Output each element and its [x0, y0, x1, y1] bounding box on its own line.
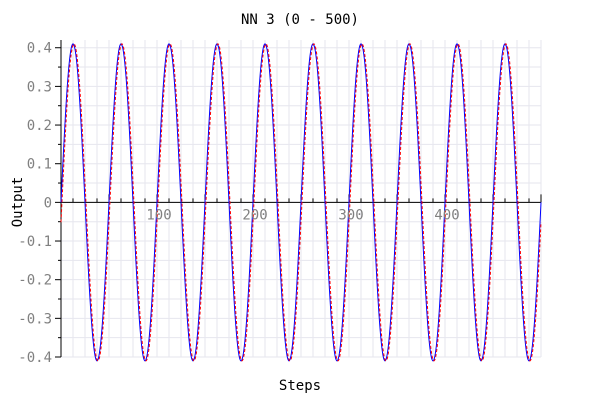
chart-title: NN 3 (0 - 500): [241, 12, 359, 28]
x-tick-label: 300: [338, 207, 363, 223]
y-tick-label: 0.3: [27, 79, 52, 95]
y-tick-label: -0.2: [18, 273, 52, 289]
y-tick-label: 0.2: [27, 118, 52, 134]
tick-labels: 0.4 0.3 0.2 0.1 0 -0.1 -0.2 -0.3 -0.4 100 200 300 40…: [18, 41, 459, 366]
y-tick-label: -0.3: [18, 311, 52, 327]
x-tick-label: 100: [146, 207, 171, 223]
y-tick-label: -0.4: [18, 350, 52, 366]
y-tick-label: 0.1: [27, 157, 52, 173]
x-tick-label: 200: [242, 207, 267, 223]
series-line-red-dashed: [60, 43, 542, 362]
x-tick-label: 400: [434, 207, 459, 223]
y-tick-label: -0.1: [18, 234, 52, 250]
y-tick-label: 0.4: [27, 41, 52, 57]
y-axis-label: Output: [10, 177, 26, 228]
series-line-blue: [60, 43, 542, 362]
series-lines: [60, 43, 542, 362]
x-axis-label: Steps: [279, 378, 321, 394]
y-tick-label: 0: [44, 195, 52, 211]
